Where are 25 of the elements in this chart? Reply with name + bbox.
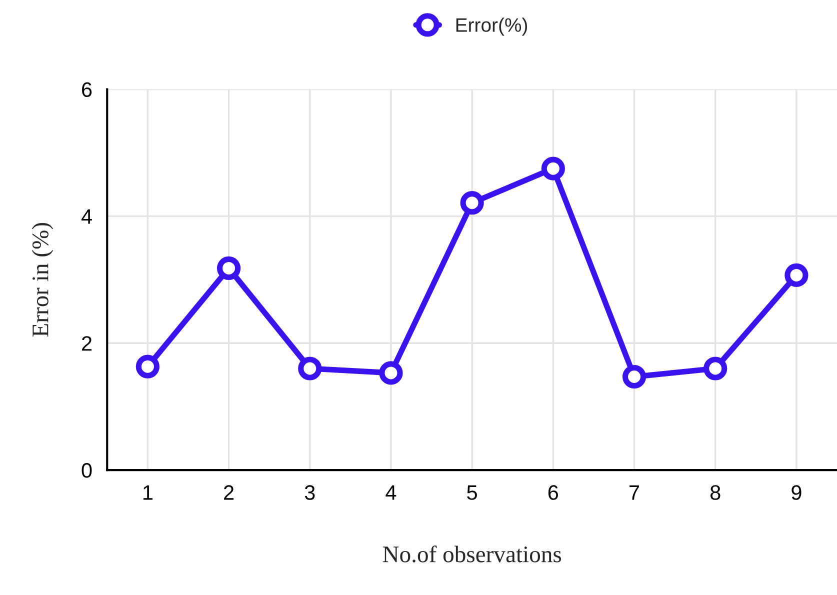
y-tick-label: 6 bbox=[82, 82, 92, 98]
x-tick-label: 4 bbox=[386, 485, 396, 500]
point bbox=[704, 356, 728, 380]
point bbox=[541, 156, 565, 180]
point bbox=[216, 256, 241, 280]
x-tick-label: 3 bbox=[304, 485, 315, 500]
point bbox=[622, 364, 646, 389]
y-tick-label: 2 bbox=[82, 336, 92, 351]
y-tick-label: 0 bbox=[82, 463, 92, 478]
x-tick-label: 2 bbox=[224, 485, 234, 500]
point bbox=[136, 354, 160, 378]
x-tick-label: 7 bbox=[630, 485, 640, 500]
point bbox=[379, 361, 403, 385]
x-tick-label: 9 bbox=[792, 485, 802, 500]
x-tick-label: 6 bbox=[548, 485, 558, 500]
x-axis-title: No.of observations bbox=[382, 545, 562, 562]
point bbox=[298, 356, 322, 380]
legend-label: Error(%) bbox=[456, 18, 528, 36]
y-tick-label: 4 bbox=[81, 209, 92, 224]
x-tick-label: 1 bbox=[143, 485, 152, 500]
point bbox=[460, 191, 484, 215]
point bbox=[784, 263, 808, 288]
x-tick-label: 8 bbox=[710, 485, 720, 500]
y-axis-title: Error in (%) bbox=[32, 222, 54, 337]
x-tick-label: 5 bbox=[467, 485, 477, 500]
